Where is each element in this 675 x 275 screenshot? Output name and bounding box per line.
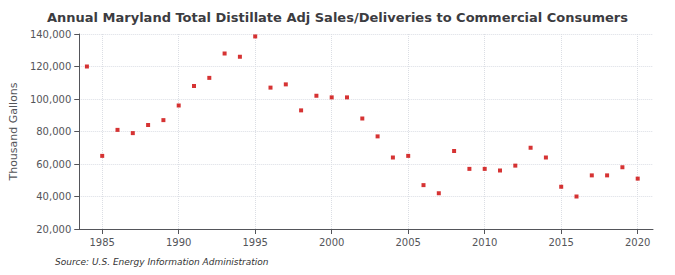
svg-text:2005: 2005 xyxy=(395,237,420,248)
svg-text:140,000: 140,000 xyxy=(30,29,71,40)
svg-text:120,000: 120,000 xyxy=(30,61,71,72)
svg-text:1990: 1990 xyxy=(166,237,191,248)
svg-text:Source: U.S. Energy Informatio: Source: U.S. Energy Information Administ… xyxy=(55,257,269,267)
svg-text:100,000: 100,000 xyxy=(30,94,71,105)
svg-text:80,000: 80,000 xyxy=(36,126,71,137)
svg-text:1985: 1985 xyxy=(89,237,114,248)
svg-text:60,000: 60,000 xyxy=(36,159,71,170)
svg-text:40,000: 40,000 xyxy=(36,191,71,202)
svg-text:1995: 1995 xyxy=(242,237,267,248)
svg-text:2020: 2020 xyxy=(625,237,650,248)
svg-text:2010: 2010 xyxy=(472,237,497,248)
svg-text:20,000: 20,000 xyxy=(36,224,71,235)
svg-text:2000: 2000 xyxy=(319,237,344,248)
svg-text:Thousand Gallons: Thousand Gallons xyxy=(7,82,20,181)
svg-text:Annual Maryland Total Distilla: Annual Maryland Total Distillate Adj Sal… xyxy=(47,10,628,25)
svg-text:2015: 2015 xyxy=(548,237,573,248)
